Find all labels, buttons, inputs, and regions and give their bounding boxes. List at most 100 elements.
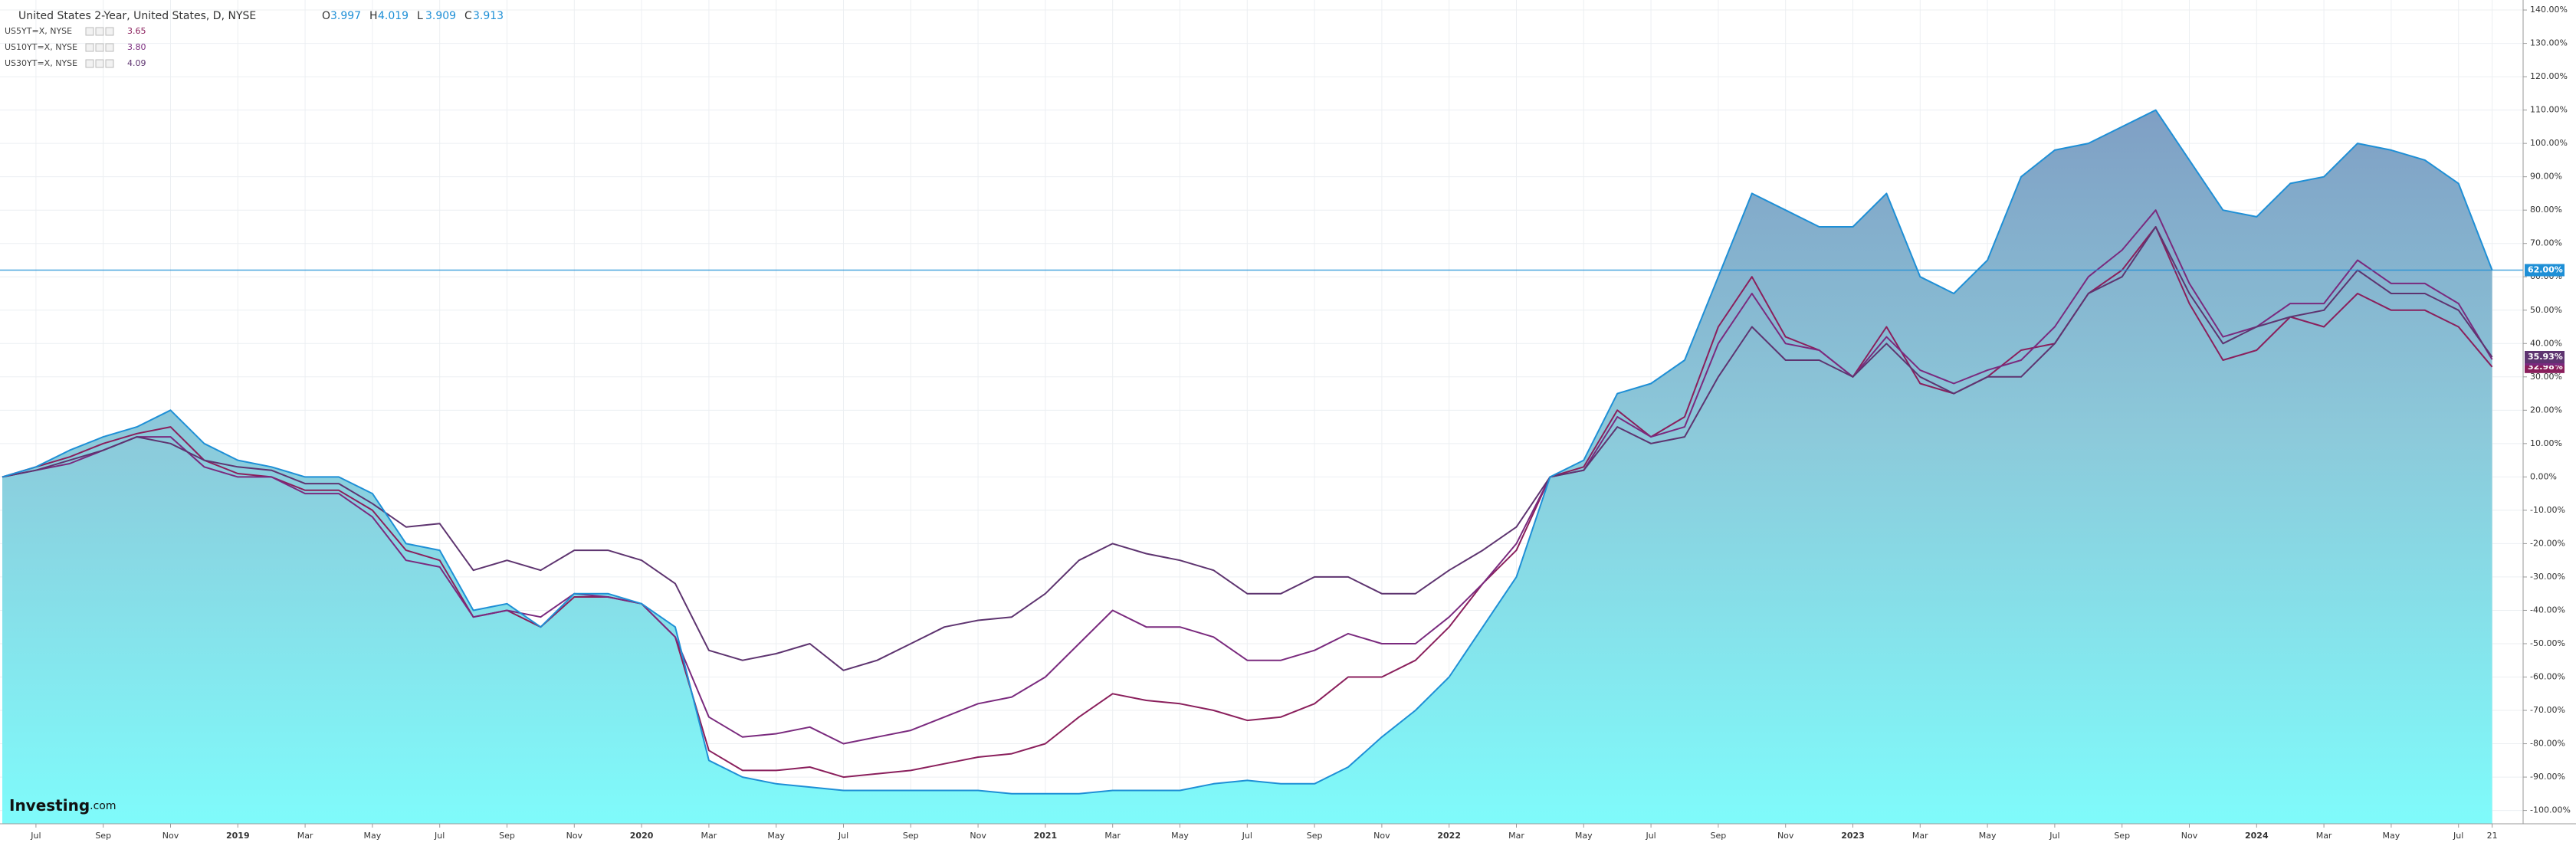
legend-button [105, 43, 114, 52]
x-tick-label: Mar [2316, 831, 2332, 841]
legend-button [85, 27, 94, 36]
y-tick-label: 90.00% [2530, 172, 2562, 182]
y-tick-label: 80.00% [2530, 205, 2562, 215]
y-tick-label: 40.00% [2530, 338, 2562, 348]
y-tick-label: -90.00% [2530, 772, 2565, 782]
x-tick-label: Mar [701, 831, 717, 841]
y-tick-label: 130.00% [2530, 38, 2568, 48]
brand-name: Investing [9, 796, 90, 815]
ohlc-value: 3.997 [330, 10, 361, 22]
x-tick-label: Sep [1711, 831, 1727, 841]
x-tick-label: May [1979, 831, 1997, 841]
x-tick-label: May [364, 831, 382, 841]
x-tick-label: Jul [838, 831, 848, 841]
legend-name: US30YT=X, NYSE [5, 58, 77, 68]
x-tick-label: Nov [970, 831, 986, 841]
legend-main: United States 2-Year, United States, D, … [18, 10, 256, 22]
y-tick-label: 120.00% [2530, 71, 2568, 81]
series-line [2, 109, 2493, 795]
legend[interactable]: United States 2-Year, United States, D, … [5, 10, 504, 68]
y-tick-label: -60.00% [2530, 672, 2565, 682]
plot [0, 109, 2523, 825]
x-tick-label: Mar [1508, 831, 1524, 841]
y-tick-label: -30.00% [2530, 572, 2565, 582]
y-tick-label: 50.00% [2530, 305, 2562, 315]
series-line [2, 209, 2493, 745]
x-tick-label: 2020 [630, 831, 654, 841]
x-tick-label: Jul [1645, 831, 1656, 841]
y-tick-label: 20.00% [2530, 405, 2562, 415]
x-tick-label: Nov [2181, 831, 2198, 841]
brand: Investing.com [9, 796, 116, 815]
x-tick-label: 21 [2487, 831, 2498, 841]
x-tick-label: Jul [2049, 831, 2059, 841]
x-tick-label: Mar [297, 831, 313, 841]
brand-suffix: .com [90, 800, 116, 812]
series-area [2, 110, 2492, 825]
ohlc-key: O [322, 10, 330, 22]
x-tick-label: Jul [434, 831, 445, 841]
x-tick-label: Sep [95, 831, 111, 841]
y-tick-label: -80.00% [2530, 739, 2565, 749]
x-tick-label: Nov [1373, 831, 1390, 841]
x-tick-label: May [2383, 831, 2400, 841]
x-tick-label: May [1171, 831, 1189, 841]
y-tick-label: 100.00% [2530, 138, 2568, 148]
legend-quote: 4.09 [127, 58, 146, 68]
x-tick-label: May [1575, 831, 1593, 841]
ohlc-value: 3.909 [425, 10, 456, 22]
legend-quote: 3.65 [127, 26, 146, 36]
x-tick-label: Sep [1307, 831, 1323, 841]
x-tick-label: Mar [1912, 831, 1928, 841]
legend-button [105, 59, 114, 68]
y-tick-label: 110.00% [2530, 105, 2568, 115]
legend-button [95, 43, 104, 52]
x-tick-label: Jul [30, 831, 41, 841]
series-line [2, 226, 2493, 671]
x-tick-label: Sep [499, 831, 515, 841]
x-tick-label: May [767, 831, 785, 841]
legend-button [95, 59, 104, 68]
x-tick-label: 2022 [1437, 831, 1461, 841]
legend-name: US5YT=X, NYSE [5, 26, 72, 36]
y-tick-label: -10.00% [2530, 505, 2565, 515]
x-tick-label: Mar [1104, 831, 1121, 841]
end-label: 62.00% [2528, 265, 2563, 275]
x-tick-label: Nov [566, 831, 583, 841]
y-tick-label: -70.00% [2530, 705, 2565, 715]
y-tick-label: 0.00% [2530, 471, 2557, 481]
axes: -100.00% -90.00% -80.00% -70.00% -60.00% -50.… [30, 5, 2571, 841]
legend-button [95, 27, 104, 36]
legend-button [85, 43, 94, 52]
y-tick-label: -50.00% [2530, 638, 2565, 648]
y-tick-label: 10.00% [2530, 438, 2562, 448]
ohlc-value: 4.019 [378, 10, 409, 22]
ohlc-key: L [417, 10, 423, 22]
x-tick-label: 2024 [2245, 831, 2269, 841]
x-tick-label: 2019 [226, 831, 250, 841]
legend-quote: 3.80 [127, 42, 146, 52]
x-tick-label: 2023 [1841, 831, 1865, 841]
end-label: 35.93% [2528, 352, 2563, 362]
x-tick-label: Jul [2453, 831, 2463, 841]
legend-button [105, 27, 114, 36]
legend-button [85, 59, 94, 68]
y-tick-label: -20.00% [2530, 538, 2565, 548]
ohlc-key: H [369, 10, 378, 22]
y-tick-label: -100.00% [2530, 805, 2571, 815]
end-label-box [2525, 264, 2565, 277]
y-tick-label: 30.00% [2530, 372, 2562, 382]
x-tick-label: Sep [903, 831, 919, 841]
x-tick-label: Sep [2114, 831, 2130, 841]
x-tick-label: Nov [162, 831, 179, 841]
y-tick-label: -40.00% [2530, 605, 2565, 615]
ohlc-value: 3.913 [473, 10, 504, 22]
x-tick-label: Jul [1242, 831, 1252, 841]
x-tick-label: Nov [1777, 831, 1794, 841]
ohlc-key: C [464, 10, 472, 22]
y-tick-label: 140.00% [2530, 5, 2568, 15]
x-tick-label: 2021 [1034, 831, 1058, 841]
legend-name: US10YT=X, NYSE [5, 42, 77, 52]
y-tick-label: 70.00% [2530, 238, 2562, 248]
